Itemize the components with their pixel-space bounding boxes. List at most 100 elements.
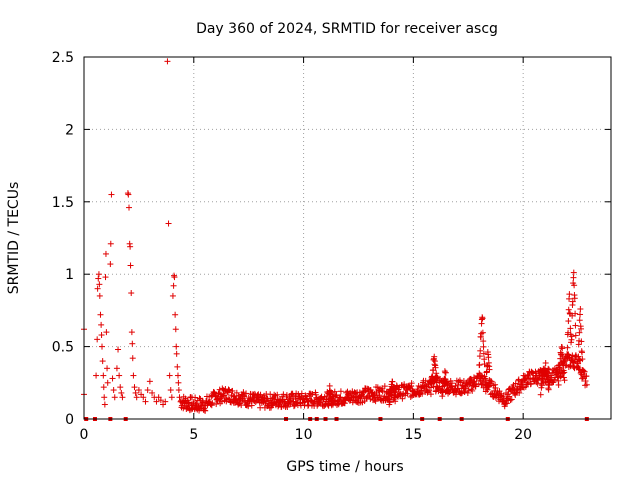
data-point [337,388,344,395]
data-point [169,292,176,299]
data-point [389,378,396,385]
data-point [566,291,573,298]
data-point [434,383,441,390]
data-point [479,329,486,336]
data-point [241,393,248,400]
data-point [443,379,450,386]
data-point [537,391,544,398]
data-point [186,407,193,414]
data-point [568,333,575,340]
data-point [376,392,383,399]
data-point [97,311,104,318]
data-point [101,401,108,408]
data-point [173,350,180,357]
data-point [480,350,487,357]
y-tick-label: 1.5 [52,195,74,211]
data-point [144,387,151,394]
data-point [196,395,203,402]
data-point [506,393,513,400]
data-point [442,376,449,383]
data-point [175,379,182,386]
data-point [576,329,583,336]
data-point [564,344,571,351]
data-point [558,351,565,358]
data-point [500,393,507,400]
data-point [174,363,181,370]
data-point [407,394,414,401]
data-point [572,322,579,329]
data-point [110,387,117,394]
x-tick-label: 20 [514,427,532,443]
data-point [168,394,175,401]
data-point [560,374,567,381]
data-point [386,399,393,406]
data-point [95,271,102,278]
plot-frame [83,56,612,420]
data-point [538,384,545,391]
data-point [449,380,456,387]
data-point [333,392,340,399]
data-point [583,381,590,388]
data-point [100,372,107,379]
data-point [512,380,519,387]
data-point [157,397,164,404]
data-point [209,399,216,406]
data-point [127,243,134,250]
data-point [135,387,142,394]
data-point [95,275,102,282]
data-point [482,388,489,395]
data-point [559,353,566,360]
data-point [564,350,571,357]
data-point [226,387,233,394]
data-point [576,356,583,363]
data-point [116,372,123,379]
data-point [445,388,452,395]
data-point [132,389,139,396]
data-point [388,392,395,399]
data-point [575,353,582,360]
data-point [202,407,209,414]
data-points [81,58,590,414]
data-point [130,372,137,379]
data-point [576,366,583,373]
data-point [565,306,572,313]
data-point [174,372,181,379]
data-point [439,393,446,400]
data-point [131,384,138,391]
y-axis-label: SRMTID / TECUs [6,182,22,295]
data-point [555,381,562,388]
x-tick-label: 0 [80,427,89,443]
data-point [94,285,101,292]
axis-ticks [83,56,611,420]
data-point [556,365,563,372]
data-point [170,282,177,289]
data-point [109,375,116,382]
data-point [578,338,585,345]
data-point [127,262,134,269]
data-point [94,336,101,343]
data-point [129,355,136,362]
data-point [118,389,125,396]
data-point [175,387,182,394]
data-point [567,325,574,332]
data-point [381,383,388,390]
data-point [171,274,178,281]
data-point [372,398,379,405]
data-point [479,315,486,322]
data-point [577,311,584,318]
data-point [575,360,582,367]
data-point [140,394,147,401]
x-axis-label: GPS time / hours [286,459,403,475]
data-point [129,340,136,347]
data-point [162,398,169,405]
data-point [424,388,431,395]
data-point [243,390,250,397]
data-point [480,343,487,350]
data-point [578,325,585,332]
data-point [515,376,522,383]
data-point [581,368,588,375]
data-point [485,354,492,361]
y-tick-label: 1 [65,267,74,283]
data-point [571,295,578,302]
data-point [492,384,499,391]
